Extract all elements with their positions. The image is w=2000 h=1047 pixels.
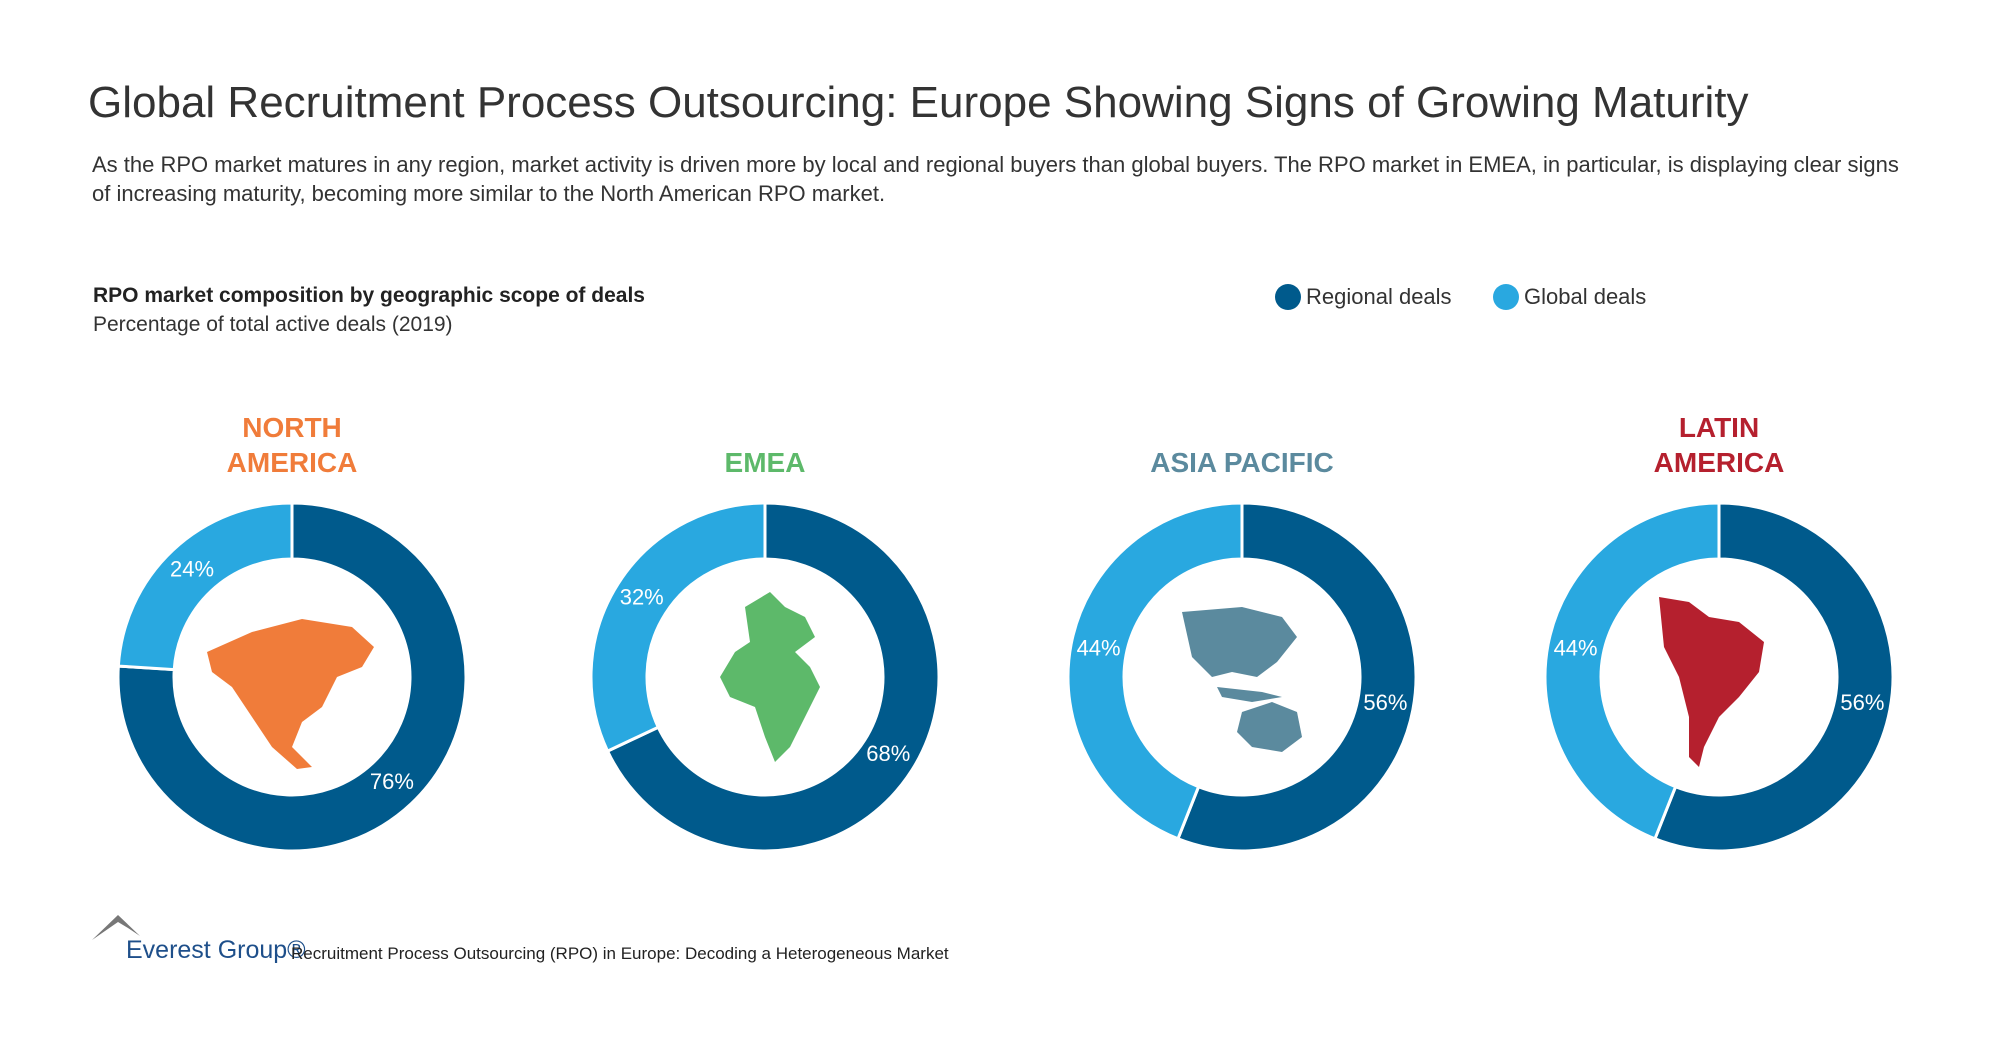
donut-segment	[1543, 501, 1721, 841]
value-label: 44%	[1077, 635, 1121, 660]
value-label: 68%	[866, 741, 910, 766]
donut-title: EMEA	[724, 447, 806, 478]
map-asia-pacific	[1182, 607, 1302, 752]
value-label: 56%	[1363, 690, 1407, 715]
logo: Everest Group®	[126, 936, 306, 964]
value-label: 76%	[370, 769, 414, 794]
donut-segment	[1176, 501, 1418, 853]
source: Recruitment Process Outsourcing (RPO) in…	[291, 944, 949, 963]
value-label: 24%	[170, 556, 214, 581]
logo-mark	[92, 915, 140, 940]
legend-label: Global deals	[1524, 284, 1647, 309]
donut-segment	[589, 501, 767, 754]
map-latin-america	[1659, 597, 1764, 767]
donut-title: NORTH AMERICA	[226, 412, 358, 478]
map-north-america	[207, 619, 374, 769]
value-label: 32%	[620, 585, 664, 610]
donut-segment	[116, 501, 468, 853]
value-label: 44%	[1554, 635, 1598, 660]
value-label: 56%	[1840, 690, 1884, 715]
map-emea	[720, 592, 820, 762]
donut-segment	[605, 501, 941, 853]
page-subtitle: As the RPO market matures in any region,…	[92, 152, 1899, 206]
figure-subtitle: Percentage of total active deals (2019)	[93, 313, 453, 336]
donut-title: ASIA PACIFIC	[1150, 447, 1334, 478]
donut-segment	[1653, 501, 1895, 853]
donut-segment	[116, 501, 294, 672]
donut-title: LATIN AMERICA	[1653, 412, 1785, 478]
legend-label: Regional deals	[1306, 284, 1452, 309]
donut-segment	[1066, 501, 1244, 841]
figure-title: RPO market composition by geographic sco…	[93, 284, 645, 307]
legend-swatch	[1275, 284, 1301, 310]
page-title: Global Recruitment Process Outsourcing: …	[88, 78, 1749, 127]
legend-swatch	[1493, 284, 1519, 310]
